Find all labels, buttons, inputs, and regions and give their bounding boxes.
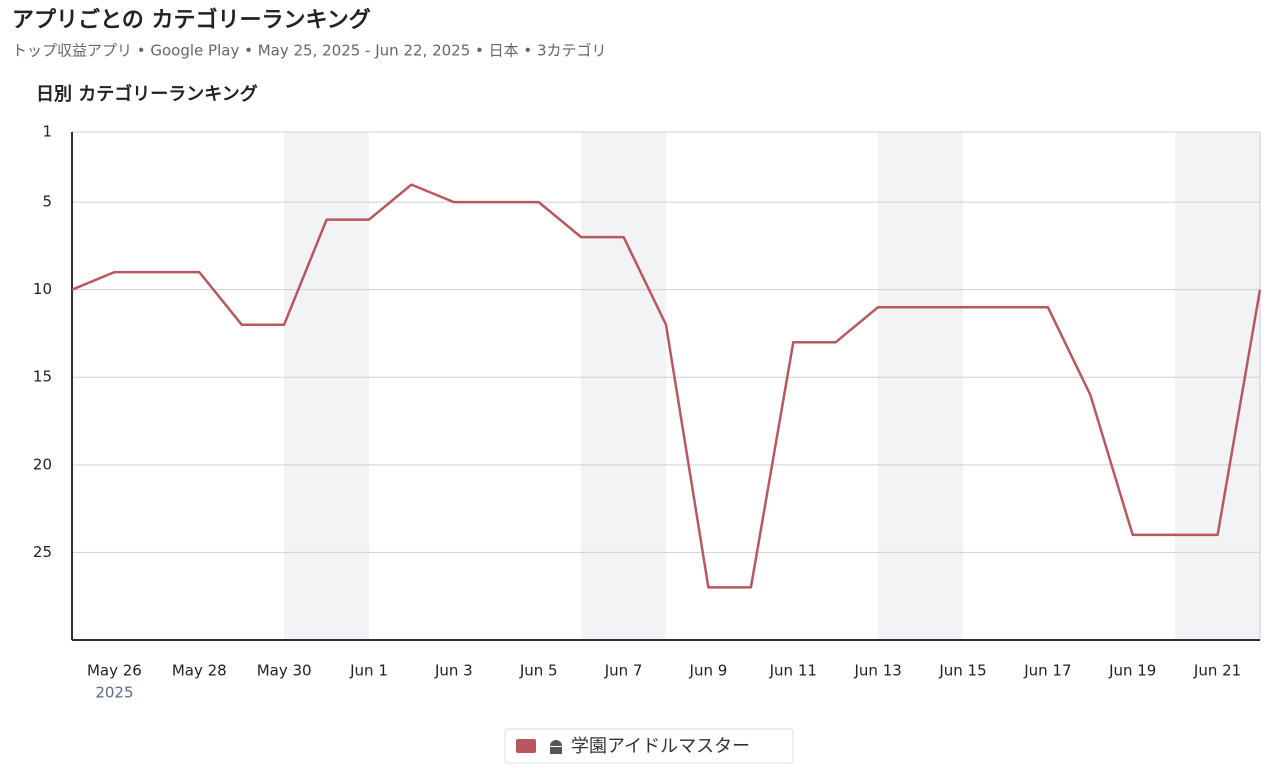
- legend-label[interactable]: 学園アイドルマスター: [571, 736, 750, 757]
- x-tick-label: May 30: [257, 662, 312, 680]
- legend-swatch[interactable]: [516, 739, 536, 753]
- x-tick-label: Jun 7: [604, 662, 643, 680]
- x-tick-label: Jun 1: [349, 662, 388, 680]
- x-tick-label: Jun 17: [1023, 662, 1071, 680]
- x-tick-label: Jun 5: [519, 662, 558, 680]
- series-line: [71, 183, 1262, 589]
- legend-box: [504, 728, 794, 764]
- android-icon: [550, 740, 562, 754]
- x-tick-label: Jun 3: [434, 662, 473, 680]
- weekend-band: [581, 132, 666, 640]
- x-tick-label: Jun 9: [689, 662, 728, 680]
- chart-title: 日別 カテゴリーランキング: [36, 83, 258, 105]
- x-tick-label: Jun 19: [1108, 662, 1156, 680]
- x-tick-label: May 28: [172, 662, 227, 680]
- y-tick-label: 5: [42, 193, 52, 211]
- weekend-band: [284, 132, 369, 640]
- y-tick-label: 25: [33, 543, 52, 561]
- y-tick-label: 20: [33, 455, 52, 473]
- x-tick-label: Jun 21: [1193, 662, 1241, 680]
- subtitle: トップ収益アプリ • Google Play • May 25, 2025 - …: [12, 42, 607, 60]
- page-title: アプリごとの カテゴリーランキング: [12, 7, 371, 33]
- x-tick-label: Jun 15: [938, 662, 986, 680]
- y-tick-label: 15: [33, 368, 52, 386]
- x-tick-label: Jun 13: [853, 662, 901, 680]
- x-tick-label: May 26: [87, 662, 142, 680]
- x-year-label: 2025: [95, 684, 133, 702]
- y-tick-label: 10: [33, 280, 52, 298]
- x-tick-label: Jun 11: [769, 662, 817, 680]
- y-tick-label: 1: [42, 123, 52, 141]
- weekend-band: [878, 132, 963, 640]
- weekend-band: [1175, 132, 1260, 640]
